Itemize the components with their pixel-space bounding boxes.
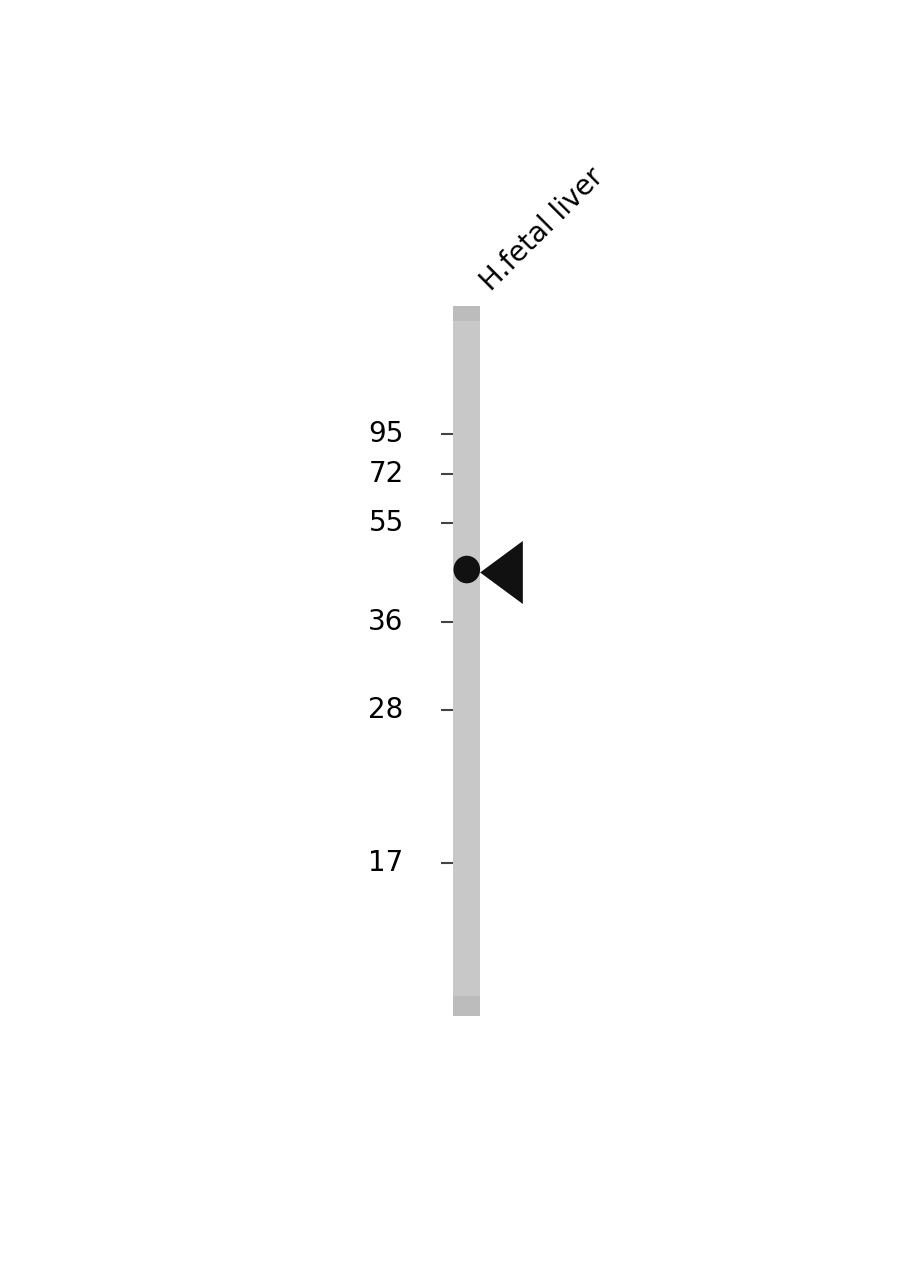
Ellipse shape (453, 556, 479, 584)
Text: 28: 28 (368, 696, 404, 724)
Text: 55: 55 (368, 509, 404, 538)
Polygon shape (479, 541, 522, 604)
Bar (453, 306, 479, 321)
Text: 72: 72 (368, 460, 404, 488)
Text: 95: 95 (368, 421, 404, 448)
Text: 36: 36 (368, 608, 404, 636)
Bar (453, 306, 479, 1016)
Bar (453, 996, 479, 1016)
Text: H.fetal liver: H.fetal liver (475, 163, 609, 297)
Text: 17: 17 (368, 849, 404, 877)
